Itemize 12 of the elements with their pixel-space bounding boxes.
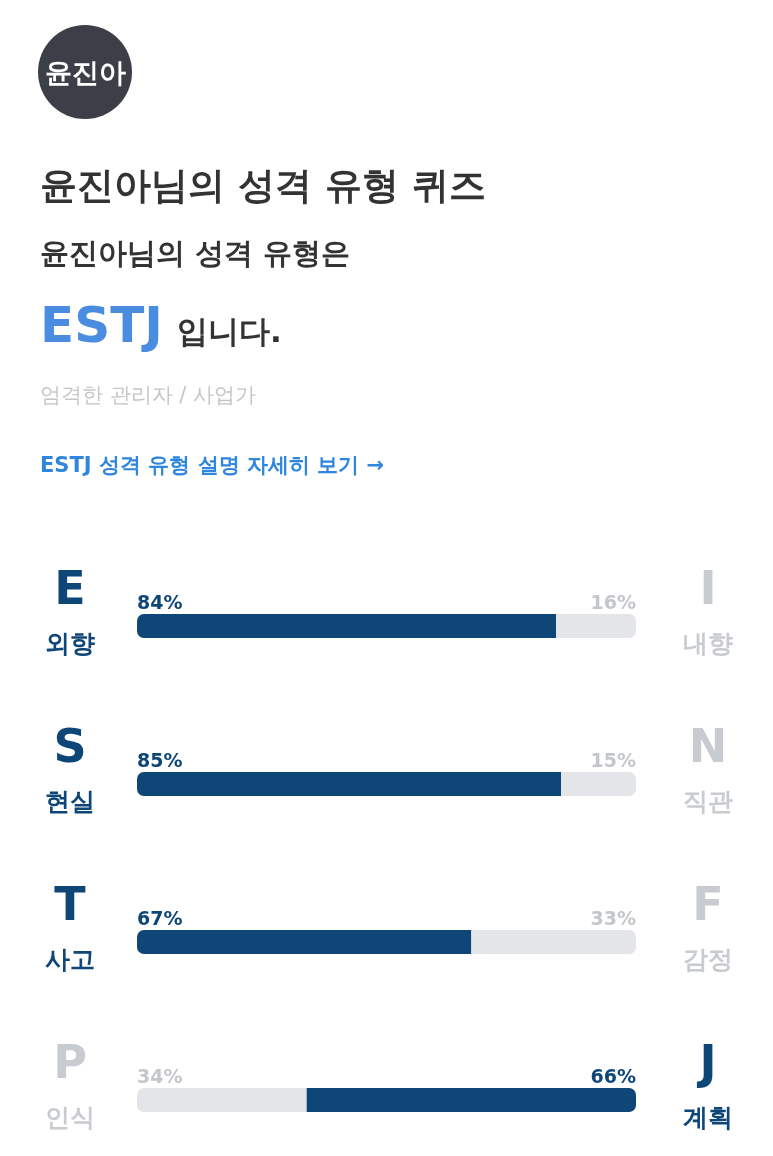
title: 윤진아님의 성격 유형 퀴즈 — [40, 164, 486, 207]
text: J — [696, 1035, 717, 1089]
text: 현실 — [45, 787, 95, 816]
text: 입니다. — [177, 313, 282, 349]
text: 외향 — [45, 629, 95, 658]
avatar: 윤진아 — [38, 25, 132, 119]
text: 계획 — [683, 1103, 733, 1132]
subtitle: 윤진아님의 성격 유형은 — [40, 236, 351, 270]
text: ESTJ — [40, 296, 163, 354]
text: 엄격한 관리자 / 사업가 — [40, 383, 257, 407]
text: ESTJ 성격 유형 설명 자세히 보기 → — [40, 453, 385, 477]
text: 사고 — [45, 945, 95, 974]
